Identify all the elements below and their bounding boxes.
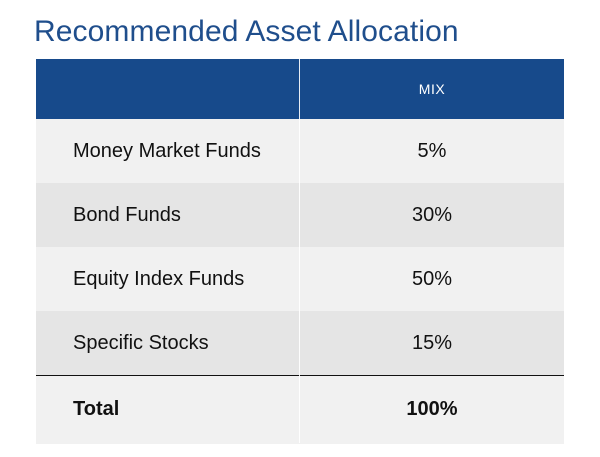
row-label: Specific Stocks bbox=[73, 331, 209, 354]
table-row: Equity Index Funds 50% bbox=[36, 247, 564, 311]
row-label: Equity Index Funds bbox=[73, 267, 245, 290]
page-title: Recommended Asset Allocation bbox=[34, 15, 459, 48]
total-value: 100% bbox=[406, 397, 458, 420]
allocation-table: MIX Money Market Funds 5% Bond Funds 30%… bbox=[36, 59, 564, 444]
table-row: Bond Funds 30% bbox=[36, 183, 564, 247]
row-label: Bond Funds bbox=[73, 203, 181, 226]
row-value: 30% bbox=[411, 203, 453, 226]
total-row: Total 100% bbox=[36, 375, 564, 444]
header-mix-cell: MIX bbox=[418, 81, 446, 97]
table-row: Money Market Funds 5% bbox=[36, 119, 564, 183]
column-divider bbox=[299, 59, 300, 443]
row-value: 15% bbox=[411, 331, 453, 354]
row-value: 5% bbox=[417, 139, 447, 162]
row-value: 50% bbox=[411, 267, 453, 290]
header-label-cell bbox=[36, 59, 300, 119]
row-label: Money Market Funds bbox=[73, 139, 261, 162]
table-row: Specific Stocks 15% bbox=[36, 311, 564, 375]
table-header-row: MIX bbox=[36, 59, 564, 119]
total-label: Total bbox=[73, 397, 120, 420]
